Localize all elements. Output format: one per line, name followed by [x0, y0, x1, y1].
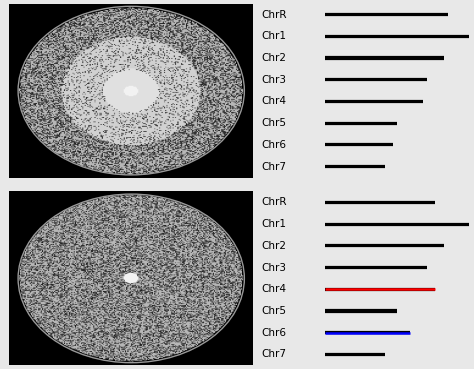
Text: Chr4: Chr4: [262, 96, 287, 107]
Text: ChrR: ChrR: [262, 10, 287, 20]
Text: Chr1: Chr1: [262, 219, 287, 229]
Text: Chr2: Chr2: [262, 53, 287, 63]
Text: Chr7: Chr7: [262, 162, 287, 172]
Text: Chr3: Chr3: [262, 75, 287, 85]
Text: Chr7: Chr7: [262, 349, 287, 359]
Text: Chr2: Chr2: [262, 241, 287, 251]
Text: Chr6: Chr6: [262, 328, 287, 338]
Text: Chr4: Chr4: [262, 284, 287, 294]
Text: Chr5: Chr5: [262, 306, 287, 316]
Text: Chr5: Chr5: [262, 118, 287, 128]
Text: Chr6: Chr6: [262, 140, 287, 150]
Text: ChrR: ChrR: [262, 197, 287, 207]
Text: Chr1: Chr1: [262, 31, 287, 41]
Text: Chr3: Chr3: [262, 262, 287, 273]
